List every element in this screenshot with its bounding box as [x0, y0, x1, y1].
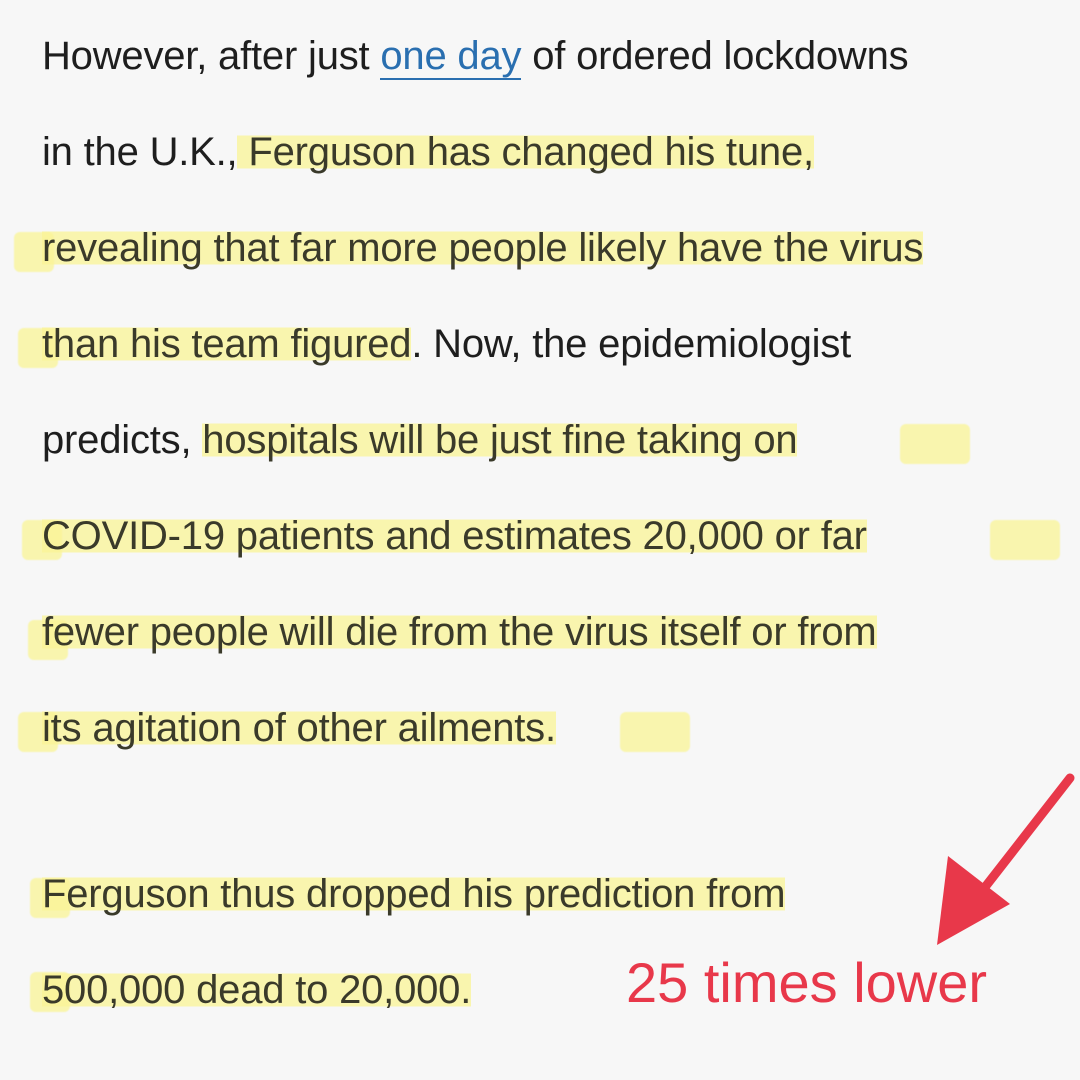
highlighted-text: hospitals will be just fine taking on [202, 418, 798, 462]
highlighted-text: revealing that far more people likely ha… [42, 226, 924, 270]
highlighted-text: its agitation of other ailments. [42, 706, 556, 750]
article-line: revealing that far more people likely ha… [42, 222, 923, 274]
text: of ordered lockdowns [521, 34, 909, 78]
article-line: in the U.K., Ferguson has changed his tu… [42, 126, 814, 178]
highlighted-text: fewer people will die from the virus its… [42, 610, 877, 654]
highlighted-text: 500,000 dead to 20,000. [42, 968, 472, 1012]
highlighted-text: Ferguson has changed his tune, [237, 130, 814, 174]
article-line: However, after just one day of ordered l… [42, 30, 909, 82]
highlighted-text: Ferguson thus dropped his prediction fro… [42, 872, 786, 916]
article-line: predicts, hospitals will be just fine ta… [42, 414, 798, 466]
one-day-link[interactable]: one day [380, 34, 522, 80]
text: predicts, [42, 418, 203, 462]
highlighted-text: than his team figured [42, 322, 412, 366]
highlight-swipe [620, 712, 690, 752]
text: . Now, the epidemiologist [411, 322, 852, 366]
article-line: 500,000 dead to 20,000. [42, 964, 471, 1016]
article-line: its agitation of other ailments. [42, 702, 556, 754]
highlighted-text: COVID-19 patients and estimates 20,000 o… [42, 514, 867, 558]
article-line: COVID-19 patients and estimates 20,000 o… [42, 510, 867, 562]
highlight-swipe [900, 424, 970, 464]
article-line: fewer people will die from the virus its… [42, 606, 877, 658]
text: in the U.K., [42, 130, 238, 174]
article-line: Ferguson thus dropped his prediction fro… [42, 868, 786, 920]
text: However, after just [42, 34, 381, 78]
highlight-swipe [990, 520, 1060, 560]
article-line: than his team figured. Now, the epidemio… [42, 318, 851, 370]
annotation-text: 25 times lower [626, 951, 988, 1014]
